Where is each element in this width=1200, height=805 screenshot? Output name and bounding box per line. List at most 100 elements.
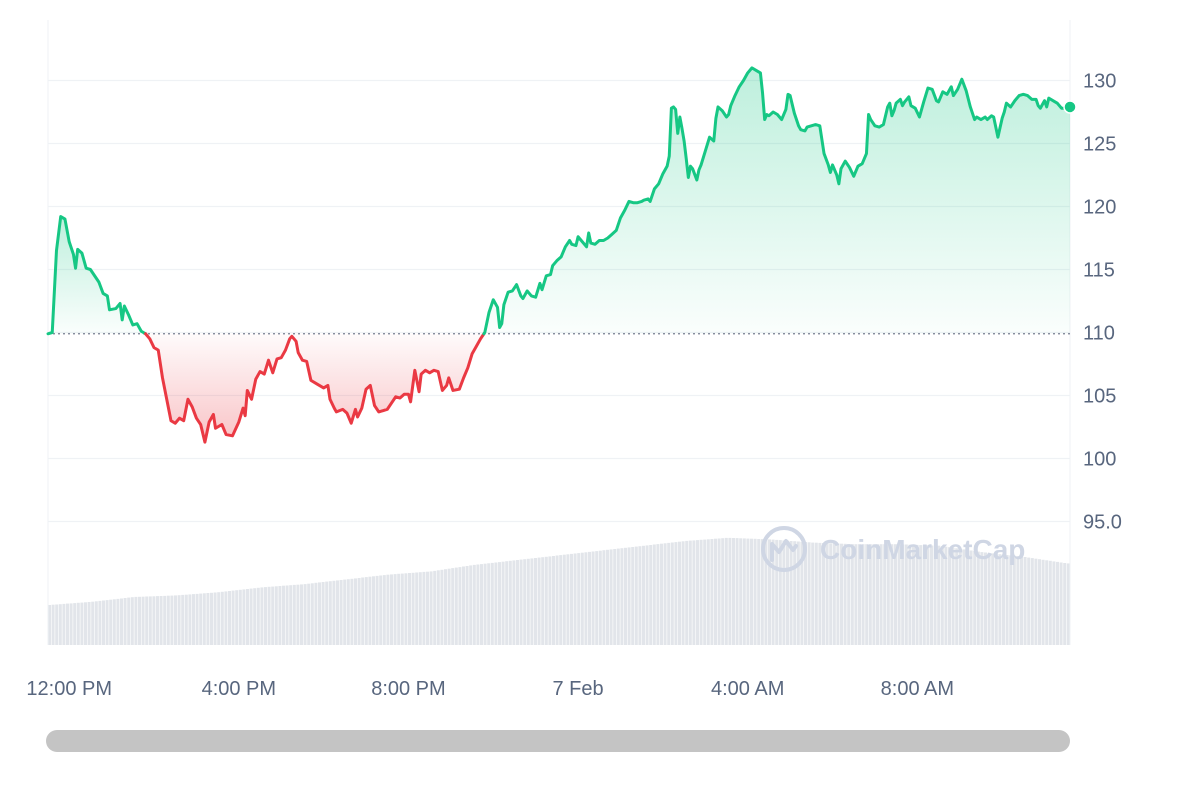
volume-bar [886,544,890,645]
volume-bar [148,596,152,645]
volume-bar [253,588,257,645]
price-area [48,67,1070,443]
last-price-point[interactable] [1063,100,1077,114]
volume-bar [202,593,206,645]
volume-bar [354,578,357,645]
volume-bar [778,540,782,645]
volume-bar [580,552,584,645]
volume-bar [404,573,408,645]
y-tick-label: 115 [1083,259,1115,281]
volume-bar [955,548,959,645]
volume-bar [994,553,998,645]
volume-bar [609,549,613,645]
volume-bar [548,556,552,645]
volume-bar [1012,555,1016,645]
volume-bar [1027,557,1031,645]
volume-bar [1009,555,1013,645]
price-line-up-segment [46,215,148,336]
volume-bar [584,552,588,645]
y-tick-label: 105 [1083,386,1116,408]
volume-bar [796,541,800,645]
volume-bar [742,538,746,645]
volume-bar [750,538,753,645]
volume-bar [534,558,537,645]
volume-bar [670,542,674,645]
volume-bar [1020,556,1023,645]
volume-bar [566,554,570,645]
volume-bar [170,595,174,645]
volume-bar [62,603,66,645]
volume-bar [854,544,858,645]
volume-bar [379,575,383,645]
volume-bar [386,574,390,645]
volume-bar [325,581,329,645]
volume-bar [642,545,645,645]
volume-bar [530,558,534,645]
volume-bar [278,586,282,645]
y-tick-label: 125 [1083,133,1116,155]
volume-bar [692,540,696,645]
volume-bar [570,553,573,645]
volume-bar [998,554,1002,645]
volume-bar [87,602,91,645]
volume-bar [339,580,343,645]
volume-bar [706,539,710,645]
volume-bar [537,557,541,645]
volume-bar [721,538,725,645]
volume-bar [382,575,386,645]
volume-bar [458,567,462,645]
volume-bar [94,601,98,645]
volume-bar [361,577,365,645]
volume-bar [472,564,476,645]
volume-bar [598,550,602,645]
volume-bar [879,544,883,645]
volume-bar [552,556,555,645]
volume-bar [728,537,732,645]
volume-bar [757,539,761,645]
volume-bar [256,587,260,645]
volume-bar [429,571,433,645]
x-tick-label: 7 Feb [553,678,604,700]
volume-bar [901,544,905,645]
volume-bar [188,594,192,645]
volume-bar [242,589,246,645]
volume-bar [714,538,717,645]
volume-bar [746,538,750,645]
y-axis: 95.0 100 105 110 115 120 125 130 [1083,70,1122,533]
volume-bar [544,556,548,645]
volume-bar [84,602,87,645]
volume-bar [652,544,656,645]
volume-bar [375,575,379,645]
time-range-scrollbar[interactable] [46,730,1070,752]
volume-bar [904,544,908,645]
volume-bar [922,545,926,645]
y-tick-label: 95.0 [1083,512,1122,534]
volume-bar [829,543,833,645]
volume-bar [807,542,811,645]
volume-bar [310,583,314,645]
volume-bar [58,604,62,645]
volume-bar [109,599,113,645]
volume-bar [177,595,181,645]
volume-bar [408,573,411,645]
volume-bars [48,537,1070,645]
x-tick-label: 4:00 PM [202,678,276,700]
volume-bar [343,579,347,645]
volume-bar [973,551,977,645]
volume-bar [174,595,177,645]
volume-bar [206,593,210,645]
volume-bar [307,583,311,645]
price-line [46,66,1072,444]
volume-bar [613,549,617,645]
volume-bar [699,539,703,645]
volume-bar [771,539,775,645]
volume-bar [861,544,865,645]
volume-bar [631,547,635,645]
volume-bar [753,538,757,645]
volume-bar [588,551,591,645]
coinmarketcap-watermark: CoinMarketCap [761,526,1025,572]
volume-bar [469,565,473,645]
volume-bar [271,586,275,645]
volume-bar [364,577,368,645]
